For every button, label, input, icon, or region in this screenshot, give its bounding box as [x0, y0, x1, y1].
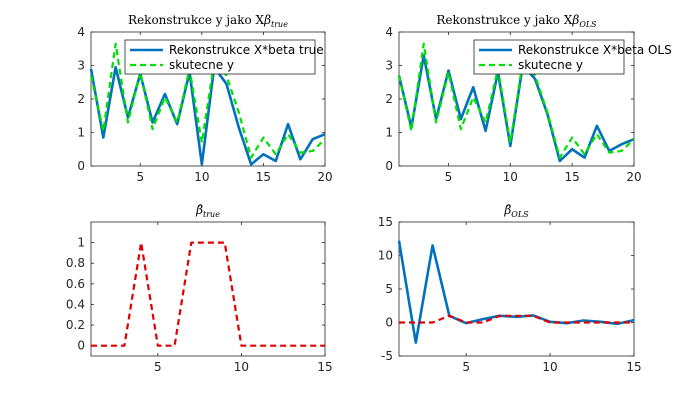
- x-tick-label: 15: [256, 170, 271, 184]
- y-tick-label: 0.2: [66, 318, 85, 332]
- x-tick-label: 20: [626, 170, 641, 184]
- title-symbol: β̂: [503, 203, 511, 217]
- x-tick-label: 5: [462, 360, 470, 374]
- x-tick-label: 5: [154, 360, 162, 374]
- x-tick-label: 15: [317, 360, 332, 374]
- y-tick-label: 15: [378, 215, 393, 229]
- title-subscript: OLS: [511, 210, 529, 219]
- y-tick-label: 0: [385, 316, 393, 330]
- title-text: Rekonstrukce y jako X: [128, 13, 264, 27]
- title-symbol: β: [571, 13, 579, 27]
- y-tick-label: 0: [77, 339, 85, 353]
- y-tick-label: 0: [385, 159, 393, 173]
- legend-label: Rekonstrukce X*beta OLS: [518, 43, 672, 57]
- y-tick-label: 4: [77, 25, 85, 39]
- x-tick-label: 15: [626, 360, 641, 374]
- series-line-red: [91, 241, 325, 347]
- chart-title: β̂true: [195, 203, 220, 219]
- legend-label: skutecne y: [518, 58, 583, 72]
- x-tick-label: 10: [194, 170, 209, 184]
- chart-title: Rekonstrukce y jako XβOLS: [436, 13, 597, 29]
- axes-frame: [398, 221, 635, 357]
- title-subscript: true: [271, 20, 288, 29]
- subplot-3: 5 10 15 0 0.2 0.4 0.6 0.8 1 β̂true: [66, 203, 333, 374]
- y-tick-label: 2: [385, 92, 393, 106]
- title-symbol: β̂: [195, 203, 203, 217]
- y-tick-label: -5: [381, 349, 393, 363]
- y-tick-label: 10: [378, 249, 393, 263]
- legend-label: skutecne y: [169, 58, 234, 72]
- series-line-skutecne-y: [397, 42, 635, 159]
- y-tick-label: 3: [385, 59, 393, 73]
- x-tick-label: 5: [445, 170, 453, 184]
- title-symbol: β: [263, 13, 271, 27]
- chart-title: Rekonstrukce y jako Xβtrue: [128, 13, 288, 29]
- subplot-4: 5 10 15 -5 0 5 10 15 β̂OLS: [378, 203, 642, 374]
- y-tick-label: 0: [77, 159, 85, 173]
- title-subscript: OLS: [579, 20, 597, 29]
- y-tick-label: 1: [77, 236, 85, 250]
- y-tick-label: 1: [385, 126, 393, 140]
- series-line-skutecne-y: [89, 42, 326, 159]
- chart-title: β̂OLS: [503, 203, 529, 219]
- y-tick-label: 5: [385, 282, 393, 296]
- x-tick-label: 15: [565, 170, 580, 184]
- x-tick-label: 10: [503, 170, 518, 184]
- x-tick-label: 10: [542, 360, 557, 374]
- legend-box: [124, 39, 316, 75]
- title-subscript: true: [203, 210, 220, 219]
- y-tick-label: 0.8: [66, 256, 85, 270]
- y-tick-label: 0.4: [66, 297, 85, 311]
- y-tick-label: 4: [385, 25, 393, 39]
- y-tick-label: 1: [77, 126, 85, 140]
- x-tick-label: 20: [317, 170, 332, 184]
- legend-box: [473, 39, 625, 75]
- axes-frame: [90, 221, 326, 357]
- title-text: Rekonstrukce y jako X: [436, 13, 572, 27]
- series-line-red: [399, 314, 634, 324]
- series-line-rekonstrukce-x-beta-true: [89, 65, 326, 166]
- y-tick-label: 3: [77, 59, 85, 73]
- y-tick-label: 0.6: [66, 277, 85, 291]
- legend-label: Rekonstrukce X*beta true: [169, 43, 324, 57]
- x-tick-label: 5: [136, 170, 144, 184]
- y-tick-label: 2: [77, 92, 85, 106]
- x-tick-label: 10: [234, 360, 249, 374]
